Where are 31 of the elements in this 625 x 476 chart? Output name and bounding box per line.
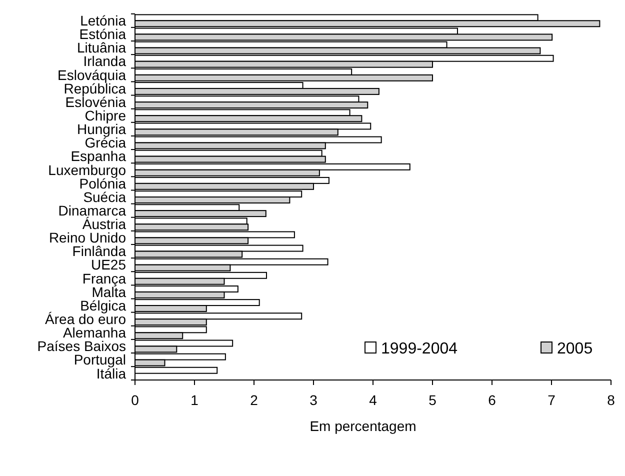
y-tick-label: Estónia (79, 26, 126, 42)
x-tick-label: 2 (250, 392, 258, 408)
y-tick-label: Alemanha (62, 324, 126, 341)
y-tick-label: Letónia (80, 12, 126, 29)
y-tick-label: Luxemburgo (48, 162, 126, 178)
y-tick-label: Bélgica (80, 297, 126, 314)
y-tick-label: Países Baixos (37, 338, 126, 354)
y-tick-label: Áustria (82, 216, 126, 232)
x-tick-label: 0 (131, 392, 140, 408)
legend-label: 1999-2004 (381, 340, 458, 358)
y-tick-label: Irlanda (83, 53, 126, 70)
y-tick-label: UE25 (90, 256, 126, 273)
legend-label: 2005 (557, 340, 593, 358)
y-tick-label: Suécia (83, 188, 126, 205)
y-tick-label: França (82, 270, 126, 286)
y-tick-label: Lituânia (76, 40, 126, 56)
y-tick-label: Hungria (76, 121, 126, 138)
x-tick-label: 3 (310, 392, 318, 408)
y-tick-label: Espanha (70, 148, 126, 164)
x-tick-label: 7 (548, 392, 556, 408)
x-tick-label: 1 (190, 392, 199, 408)
x-tick-label: 4 (369, 392, 378, 408)
x-axis-title: Em percentagem (310, 418, 416, 434)
y-tick-label: Reino Unido (48, 230, 126, 246)
y-tick-label: Chipre (84, 108, 126, 124)
x-tick-label: 8 (607, 392, 616, 408)
y-tick-label: Finlânda (72, 243, 126, 260)
y-tick-label: Portugal (74, 352, 126, 368)
x-tick-label: 5 (428, 392, 437, 408)
y-tick-label: Eslováquia (58, 66, 126, 83)
x-tick-label: 6 (488, 392, 496, 408)
